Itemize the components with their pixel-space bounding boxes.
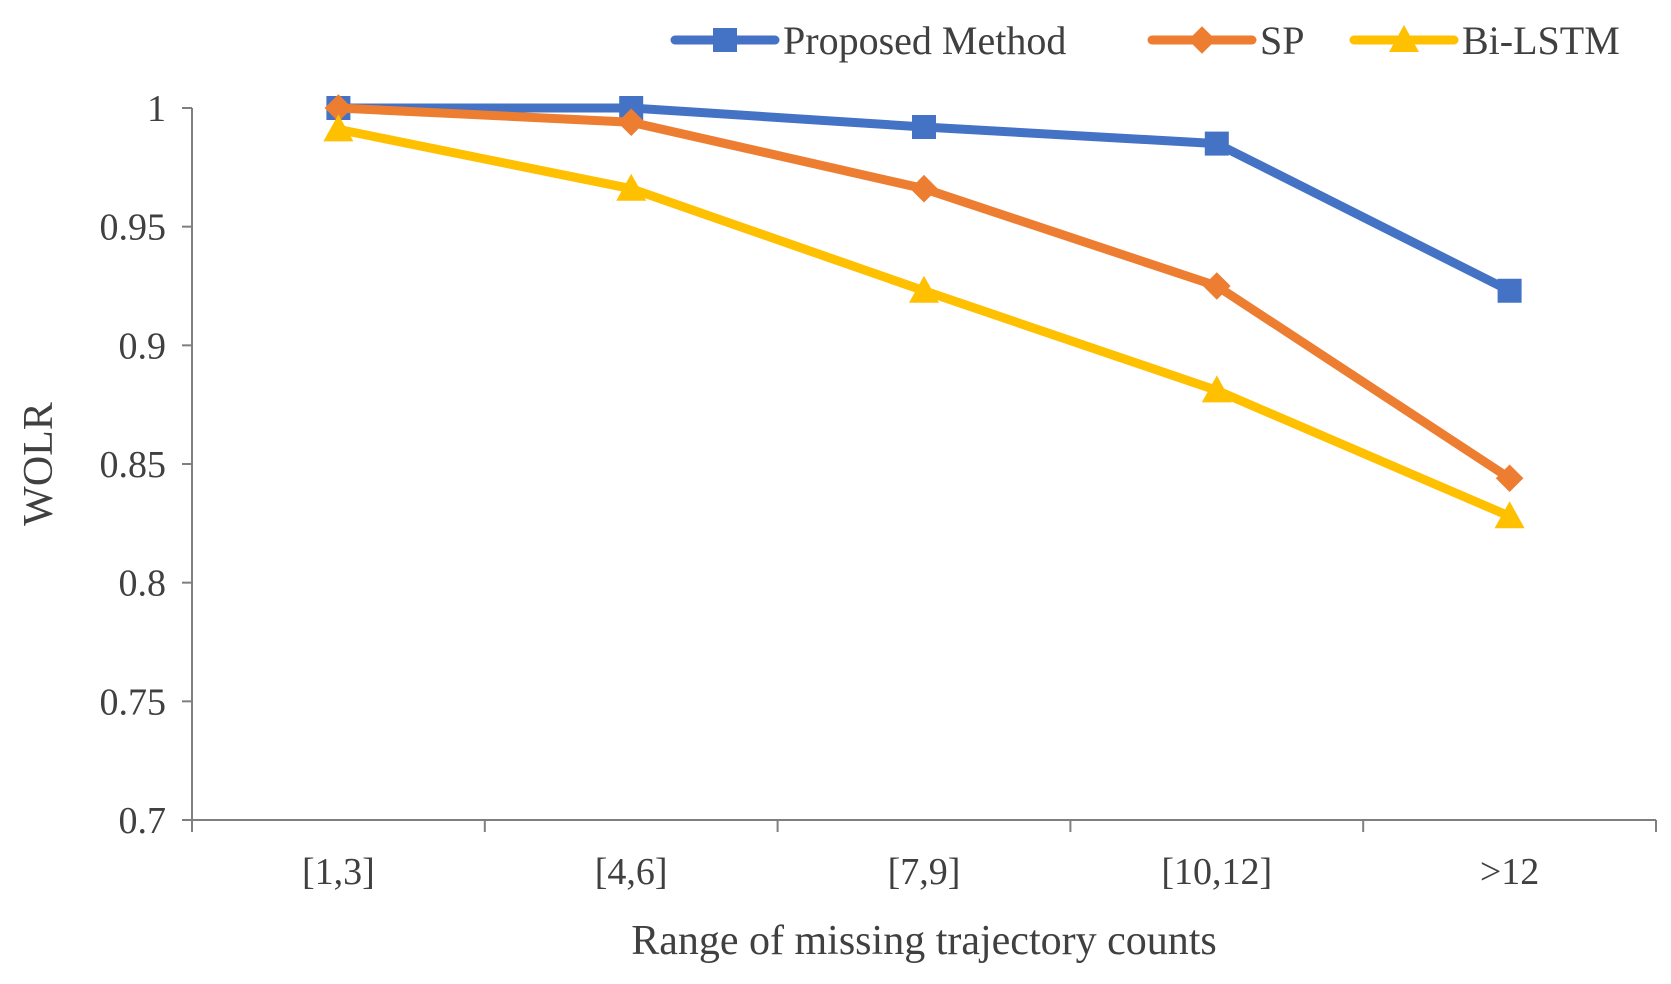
data-point xyxy=(1201,375,1232,403)
x-tick-label: [1,3] xyxy=(302,851,375,893)
data-point xyxy=(1495,464,1524,493)
legend-label: SP xyxy=(1260,18,1305,63)
x-tick-label: [4,6] xyxy=(595,851,668,893)
legend-swatch-marker xyxy=(1188,26,1216,54)
legend-item: SP xyxy=(1147,18,1305,63)
data-point xyxy=(323,114,354,142)
y-tick-label: 1 xyxy=(147,88,166,130)
data-point xyxy=(1203,272,1231,300)
y-tick-label: 0.95 xyxy=(100,207,167,249)
y-tick-label: 0.85 xyxy=(100,444,167,486)
y-tick-label: 0.7 xyxy=(119,800,167,842)
y-axis-title: WOLR xyxy=(16,402,62,526)
x-axis-title: Range of missing trajectory counts xyxy=(631,918,1217,964)
x-tick-label: [7,9] xyxy=(888,851,961,893)
y-axis-ticks: 0.7 0.75 0.8 0.85 0.9 0.95 1 xyxy=(100,88,192,842)
y-tick-label: 0.8 xyxy=(119,563,167,605)
series-layer xyxy=(323,94,1525,529)
data-point xyxy=(910,174,938,203)
x-tick-label: [10,12] xyxy=(1161,851,1272,893)
y-tick-label: 0.9 xyxy=(119,325,167,367)
series-sp xyxy=(324,94,1524,493)
data-point xyxy=(1494,501,1525,529)
series-bi-lstm xyxy=(323,114,1525,529)
data-point xyxy=(617,108,645,137)
x-tick-label: >12 xyxy=(1480,851,1539,893)
data-point xyxy=(324,94,353,122)
y-tick-label: 0.75 xyxy=(100,681,167,723)
data-point xyxy=(912,114,936,139)
data-point xyxy=(1204,131,1229,156)
legend-swatch-marker xyxy=(1389,25,1419,52)
axes: 0.70.750.80.850.90.951 [1,3] [4,6] [7,9] [1… xyxy=(100,88,1657,893)
legend-swatch-marker xyxy=(713,28,737,52)
data-point xyxy=(616,173,647,201)
legend-item: Proposed Method xyxy=(670,18,1066,63)
legend-label: Bi-LSTM xyxy=(1462,18,1620,63)
legend-item: Bi-LSTM xyxy=(1349,18,1620,63)
data-point xyxy=(1497,278,1522,303)
x-axis-ticks: [1,3] [4,6] [7,9] [10,12] >12 xyxy=(191,820,1657,893)
legend: Proposed Method SP Bi-LSTM xyxy=(670,18,1620,63)
data-point xyxy=(909,275,939,303)
legend-label: Proposed Method xyxy=(783,18,1066,63)
